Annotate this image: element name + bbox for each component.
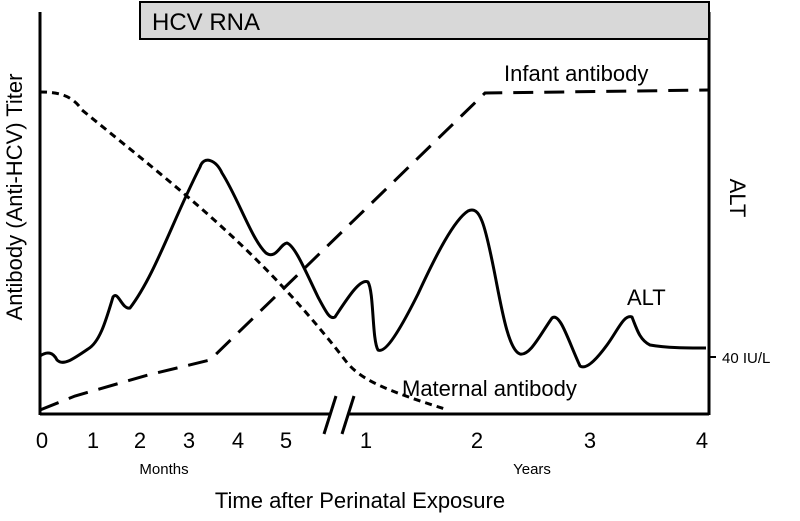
month-tick-labels: 0 1 2 3 4 5 bbox=[36, 428, 292, 453]
right-axis-tick-label: 40 IU/L bbox=[722, 350, 770, 367]
years-label: Years bbox=[513, 461, 551, 478]
month-tick-2: 2 bbox=[134, 428, 146, 453]
y-axis-left-label: Antibody (Anti-HCV) Titer bbox=[2, 74, 27, 321]
year-tick-4: 4 bbox=[696, 428, 708, 453]
months-label: Months bbox=[139, 461, 188, 478]
year-tick-1: 1 bbox=[360, 428, 372, 453]
maternal-antibody-curve bbox=[39, 90, 449, 412]
hcv-rna-bar-label: HCV RNA bbox=[152, 9, 260, 36]
axis-break-mark-1 bbox=[322, 395, 338, 435]
infant-antibody-curve bbox=[39, 88, 710, 412]
month-tick-4: 4 bbox=[232, 428, 244, 453]
month-tick-5: 5 bbox=[280, 428, 292, 453]
hcv-rna-bar bbox=[139, 1, 710, 40]
month-tick-1: 1 bbox=[87, 428, 99, 453]
month-tick-3: 3 bbox=[183, 428, 195, 453]
infant-antibody-label: Infant antibody bbox=[504, 61, 648, 86]
year-tick-3: 3 bbox=[584, 428, 596, 453]
maternal-antibody-label: Maternal antibody bbox=[402, 376, 577, 401]
axis-break-mark-2 bbox=[340, 395, 356, 435]
plot-frame bbox=[38, 12, 716, 435]
year-tick-2: 2 bbox=[471, 428, 483, 453]
year-tick-labels: 1 2 3 4 bbox=[360, 428, 708, 453]
y-axis-right-label: ALT bbox=[725, 179, 750, 218]
month-tick-0: 0 bbox=[36, 428, 48, 453]
alt-curve-label: ALT bbox=[627, 285, 666, 310]
x-axis-label: Time after Perinatal Exposure bbox=[215, 488, 505, 513]
alt-curve bbox=[39, 158, 707, 369]
